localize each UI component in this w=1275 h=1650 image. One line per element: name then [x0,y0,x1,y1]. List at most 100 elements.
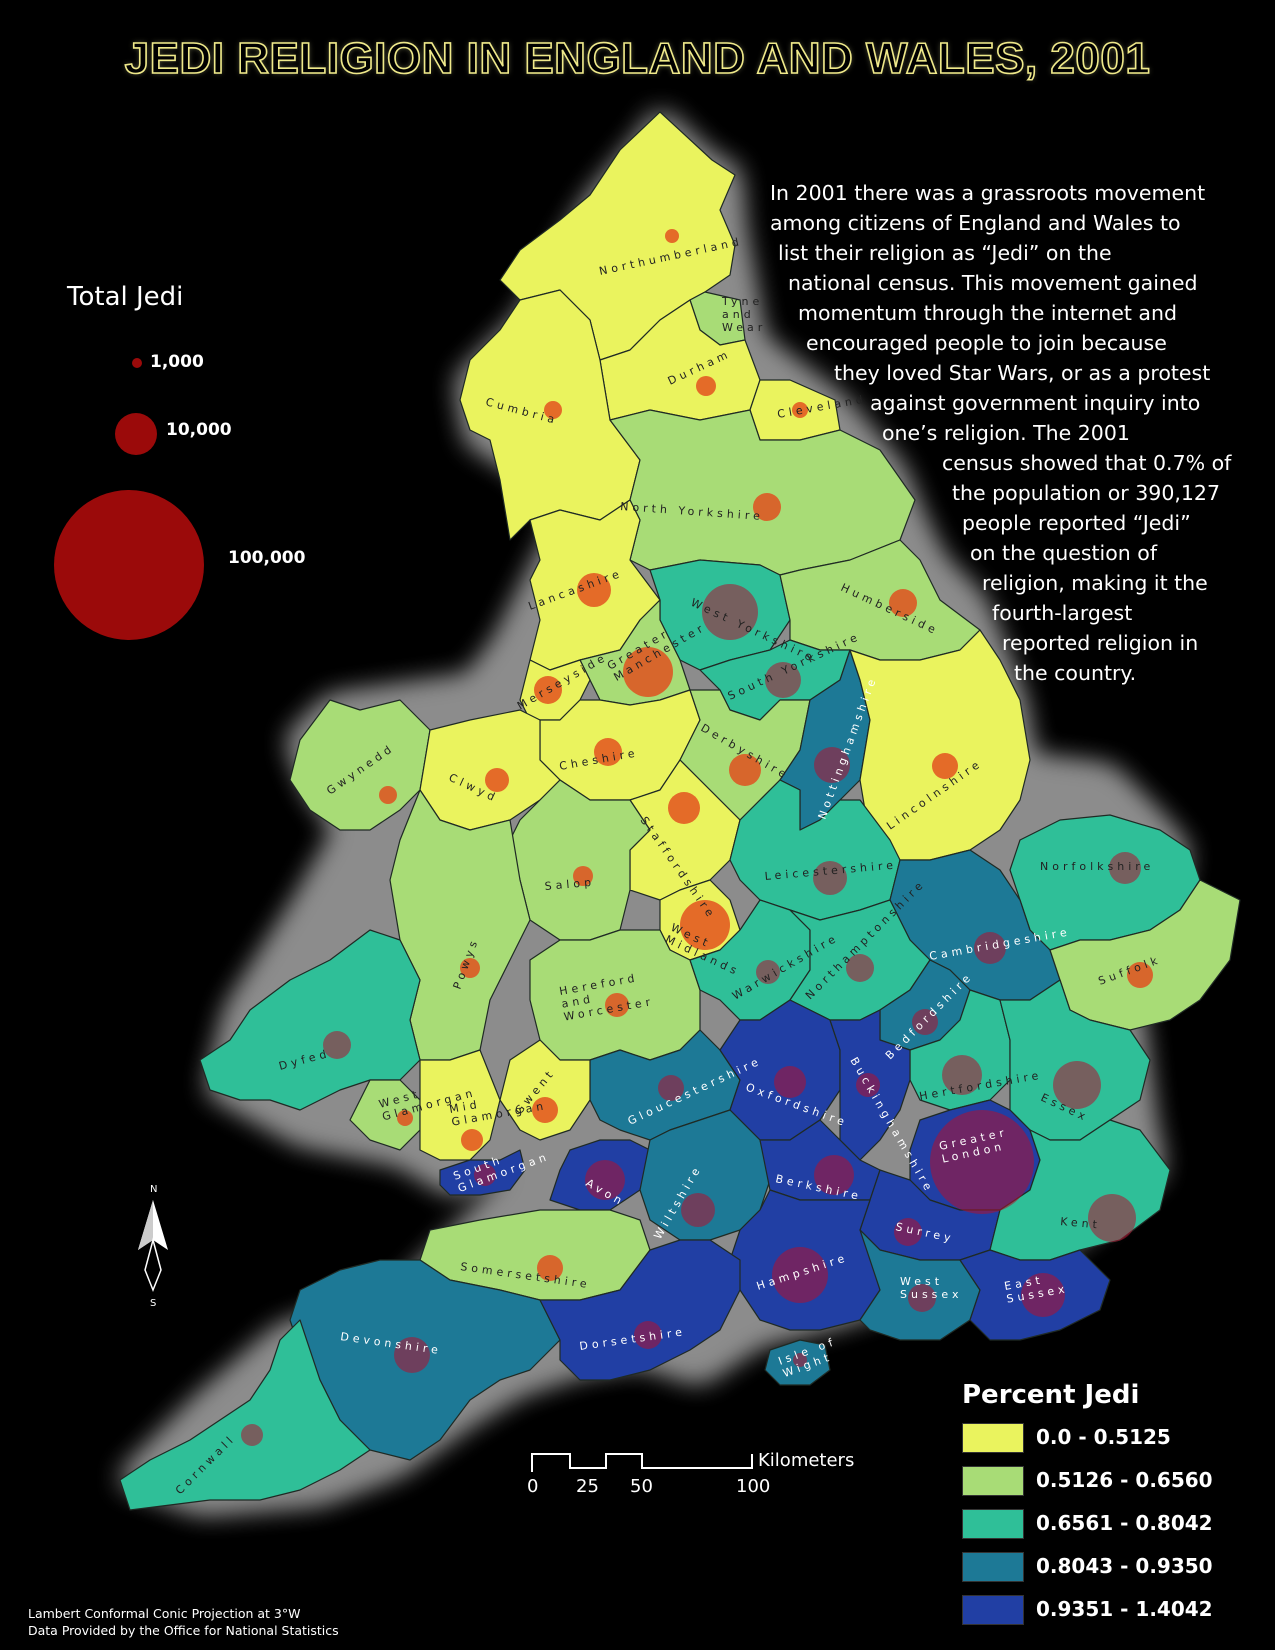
region-lincolnshire [849,629,1031,861]
description-line: people reported “Jedi” [962,511,1191,535]
jedi-count-circle-gwent [532,1097,558,1123]
region-dorsetshire [539,1239,741,1381]
jedi-count-circle-avon [585,1160,625,1200]
jedi-count-circle-humberside [889,589,917,617]
compass-north: N [150,1184,157,1195]
description-line: they loved Star Wars, or as a protest [834,361,1211,385]
description-line: the population or 390,127 [952,481,1221,505]
region-gwent [499,1039,591,1141]
jedi-count-circle-salop [573,866,593,886]
percent-class-label: 0.0 - 0.5125 [1036,1425,1171,1449]
region-label-norfolkshire: Norfolkshire [1040,860,1154,873]
map-footer: Lambert Conformal Conic Projection at 3°… [28,1605,339,1639]
jedi-count-circle-cheshire [594,738,622,766]
jedi-count-circle-lancashire [577,573,611,607]
percent-swatch [962,1423,1024,1453]
jedi-count-circle-merseyside [534,676,562,704]
jedi-count-circle-isle-of-wight [793,1353,807,1367]
map-title: JEDI RELIGION IN ENGLAND AND WALES, 2001 [124,33,1151,84]
legend-label-1000: 1,000 [150,352,204,372]
description-line: In 2001 there was a grassroots movement [770,181,1206,205]
legend-circle-100000 [54,490,204,640]
regions-layer [119,111,1241,1511]
jedi-count-circle-clwyd [485,768,509,792]
jedi-count-circle-west-sussex [908,1284,936,1312]
description-line: reported religion in [1002,631,1199,655]
scale-label-25: 25 [576,1476,599,1497]
description-line: the country. [1014,661,1137,685]
percent-jedi-title: Percent Jedi [962,1380,1140,1410]
jedi-count-circle-hereford-and-worcester [605,993,629,1017]
legend-circle-1000 [132,358,142,368]
region-label-west-sussex: West Sussex [900,1275,963,1301]
description-line: encouraged people to join because [806,331,1167,355]
percent-swatch [962,1466,1024,1496]
jedi-count-circle-warwickshire [756,960,780,984]
total-jedi-title: Total Jedi [67,282,184,312]
jedi-count-circle-hampshire [772,1247,828,1303]
jedi-count-circle-buckinghamshire [856,1073,880,1097]
jedi-count-circle-greater-manchester [623,647,673,697]
description-line: list their religion as “Jedi” on the [778,241,1112,265]
jedi-count-circle-dorsetshire [634,1321,662,1349]
jedi-count-circle-mid-glamorgan [461,1129,483,1151]
description-line: census showed that 0.7% of [942,451,1232,475]
percent-class-label: 0.5126 - 0.6560 [1036,1468,1213,1492]
compass-south: S [150,1298,156,1309]
jedi-count-circle-greater-london [930,1110,1034,1214]
jedi-count-circle-leicestershire [813,861,847,895]
jedi-count-circle-hertfordshire [942,1055,982,1095]
description-line: one’s religion. The 2001 [882,421,1130,445]
jedi-count-circle-northumberland [665,229,679,243]
north-arrow-icon: N S [138,1184,168,1309]
jedi-count-circle-surrey [894,1218,922,1246]
description-line: fourth-largest [992,601,1133,625]
jedi-count-circle-west-yorkshire [702,584,758,640]
jedi-count-circle-cumbria [544,401,562,419]
jedi-count-circles [241,229,1153,1446]
jedi-count-circle-essex [1053,1061,1101,1109]
legend-label-10000: 10,000 [166,420,232,440]
description-line: among citizens of England and Wales to [770,211,1181,235]
jedi-count-circle-durham [696,376,716,396]
description-line: on the question of [970,541,1158,565]
legend-circle-10000 [115,413,157,455]
percent-swatch [962,1509,1024,1539]
percent-class-label: 0.9351 - 1.4042 [1036,1597,1213,1621]
jedi-count-circle-devonshire [394,1337,430,1373]
jedi-count-circle-nottinghamshire [814,747,850,783]
jedi-count-circle-west-glamorgan [397,1110,413,1126]
jedi-count-circle-gloucestershire [658,1075,684,1101]
region-label-kent: Kent [1060,1215,1102,1231]
description-line: momentum through the internet and [798,301,1177,325]
legend-label-100000: 100,000 [228,548,306,568]
jedi-count-circle-east-sussex [1021,1273,1065,1317]
jedi-count-circle-berkshire [814,1155,854,1195]
jedi-count-circle-lincolnshire [932,753,958,779]
jedi-count-circle-west-midlands [680,900,730,950]
jedi-count-circle-derbyshire [729,754,761,786]
jedi-count-circle-kent [1088,1194,1136,1242]
description-line: religion, making it the [982,571,1208,595]
scale-label-0: 0 [527,1476,539,1497]
scale-unit: Kilometers [758,1450,855,1471]
jedi-count-circle-dyfed [323,1031,351,1059]
jedi-count-circle-north-yorkshire [753,493,781,521]
jedi-count-circle-south-yorkshire [765,662,801,698]
percent-class-label: 0.6561 - 0.8042 [1036,1511,1213,1535]
jedi-count-circle-wiltshire [681,1193,715,1227]
percent-swatch [962,1552,1024,1582]
data-source-note: Data Provided by the Office for National… [28,1623,339,1638]
projection-note: Lambert Conformal Conic Projection at 3°… [28,1606,301,1621]
percent-class-label: 0.8043 - 0.9350 [1036,1554,1213,1578]
region-label-isle-of-wight: Isle ofWight [777,1335,843,1380]
jedi-count-circle-oxfordshire [774,1066,806,1098]
region-dyfed [199,929,421,1111]
region-west-glamorgan [349,1079,421,1151]
description-line: national census. This movement gained [788,271,1198,295]
jedi-count-circle-suffolk [1127,962,1153,988]
jedi-count-circle-gwynedd [379,786,397,804]
scale-bar [531,1453,753,1472]
